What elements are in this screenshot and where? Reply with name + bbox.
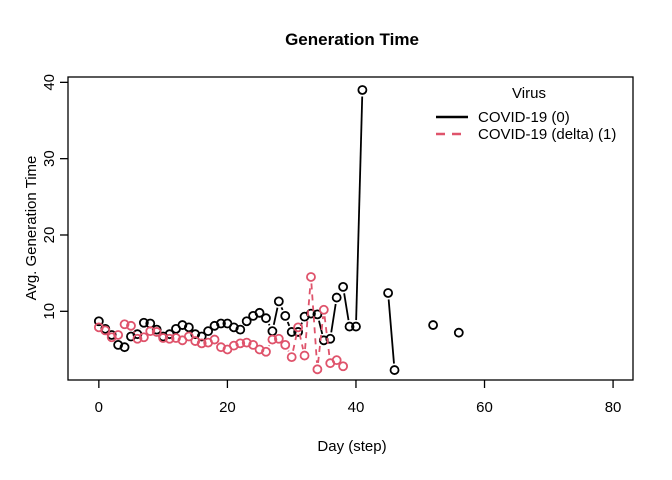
data-point (138, 317, 149, 328)
data-point (203, 326, 214, 337)
data-point (325, 333, 336, 344)
data-point (331, 292, 342, 303)
data-point (357, 85, 368, 95)
data-point (119, 342, 130, 353)
x-axis-label: Day (step) (317, 438, 386, 455)
plot-box (67, 76, 634, 381)
series-segment (330, 303, 337, 333)
data-point (280, 339, 291, 350)
y-tick-label: 40 (41, 74, 58, 91)
data-point (216, 318, 226, 329)
data-point (261, 313, 271, 324)
y-axis-label: Avg. Generation Time (23, 156, 40, 301)
legend-entry-label-covid19-0: COVID-19 (0) (478, 109, 570, 126)
series-covid19-0 (93, 85, 464, 375)
series-segment (387, 299, 395, 364)
chart-title: Generation Time (285, 30, 419, 49)
data-point (119, 319, 130, 330)
data-point (318, 304, 329, 315)
data-point (344, 321, 355, 332)
series-segment (280, 306, 284, 311)
x-tick-label: 20 (219, 399, 236, 416)
data-point (338, 361, 349, 372)
x-tick-label: 40 (348, 399, 365, 416)
data-point (145, 326, 156, 337)
data-point (241, 316, 252, 327)
data-point (383, 288, 394, 298)
data-point (235, 338, 246, 349)
data-point (126, 320, 136, 331)
x-tick-label: 0 (95, 399, 103, 416)
data-series (93, 85, 464, 375)
axes: 0 20 40 60 80 10 20 30 40 (41, 74, 634, 416)
data-point (331, 355, 342, 366)
series-segment (317, 316, 325, 363)
data-point (389, 365, 400, 375)
data-point (306, 308, 316, 319)
data-point (312, 309, 323, 320)
data-point (248, 339, 259, 350)
series-segment (292, 333, 298, 351)
data-point (132, 333, 143, 344)
data-point (138, 332, 149, 343)
x-tick-label: 60 (476, 399, 493, 416)
legend-entry-label-covid19-delta-1: COVID-19 (delta) (1) (478, 126, 616, 143)
series-segment (323, 316, 331, 357)
y-tick-label: 20 (41, 227, 58, 244)
series-covid19-delta-1 (93, 272, 349, 375)
legend: Virus COVID-19 (0) COVID-19 (delta) (1) (436, 85, 616, 143)
data-point (151, 327, 162, 337)
y-tick-label: 30 (41, 150, 58, 167)
series-segment (343, 293, 350, 321)
data-point (286, 352, 297, 363)
data-point (267, 334, 278, 345)
data-point (293, 327, 304, 337)
data-point (293, 322, 304, 333)
x-tick-label: 80 (605, 399, 622, 416)
data-point (113, 330, 124, 340)
series-segment (318, 320, 324, 335)
data-point (164, 333, 175, 344)
data-point (196, 338, 207, 349)
data-point (273, 296, 284, 307)
y-tick-label: 10 (41, 303, 58, 320)
series-segment (355, 96, 364, 321)
data-point (183, 331, 194, 342)
data-point (261, 346, 271, 357)
data-point (158, 333, 169, 343)
legend-line-samples (436, 115, 468, 136)
data-point (428, 320, 438, 330)
data-point (273, 333, 284, 344)
series-segment (286, 321, 291, 327)
series-segment (133, 331, 136, 334)
data-point (183, 322, 194, 333)
data-point (235, 324, 246, 335)
series-segment (310, 283, 318, 363)
data-point (299, 350, 310, 361)
series-segment (272, 307, 279, 325)
series-segment (298, 333, 304, 350)
data-point (93, 316, 104, 327)
data-point (453, 327, 464, 338)
data-point (280, 310, 291, 321)
data-point (338, 281, 349, 292)
data-point (100, 325, 111, 336)
data-point (209, 334, 220, 345)
data-point (196, 331, 207, 342)
data-point (351, 321, 361, 332)
series-segment (268, 323, 271, 326)
data-point (254, 307, 265, 318)
data-point (312, 364, 323, 375)
data-point (286, 327, 297, 337)
data-point (267, 326, 278, 337)
data-point (306, 272, 316, 282)
legend-title: Virus (512, 85, 546, 102)
